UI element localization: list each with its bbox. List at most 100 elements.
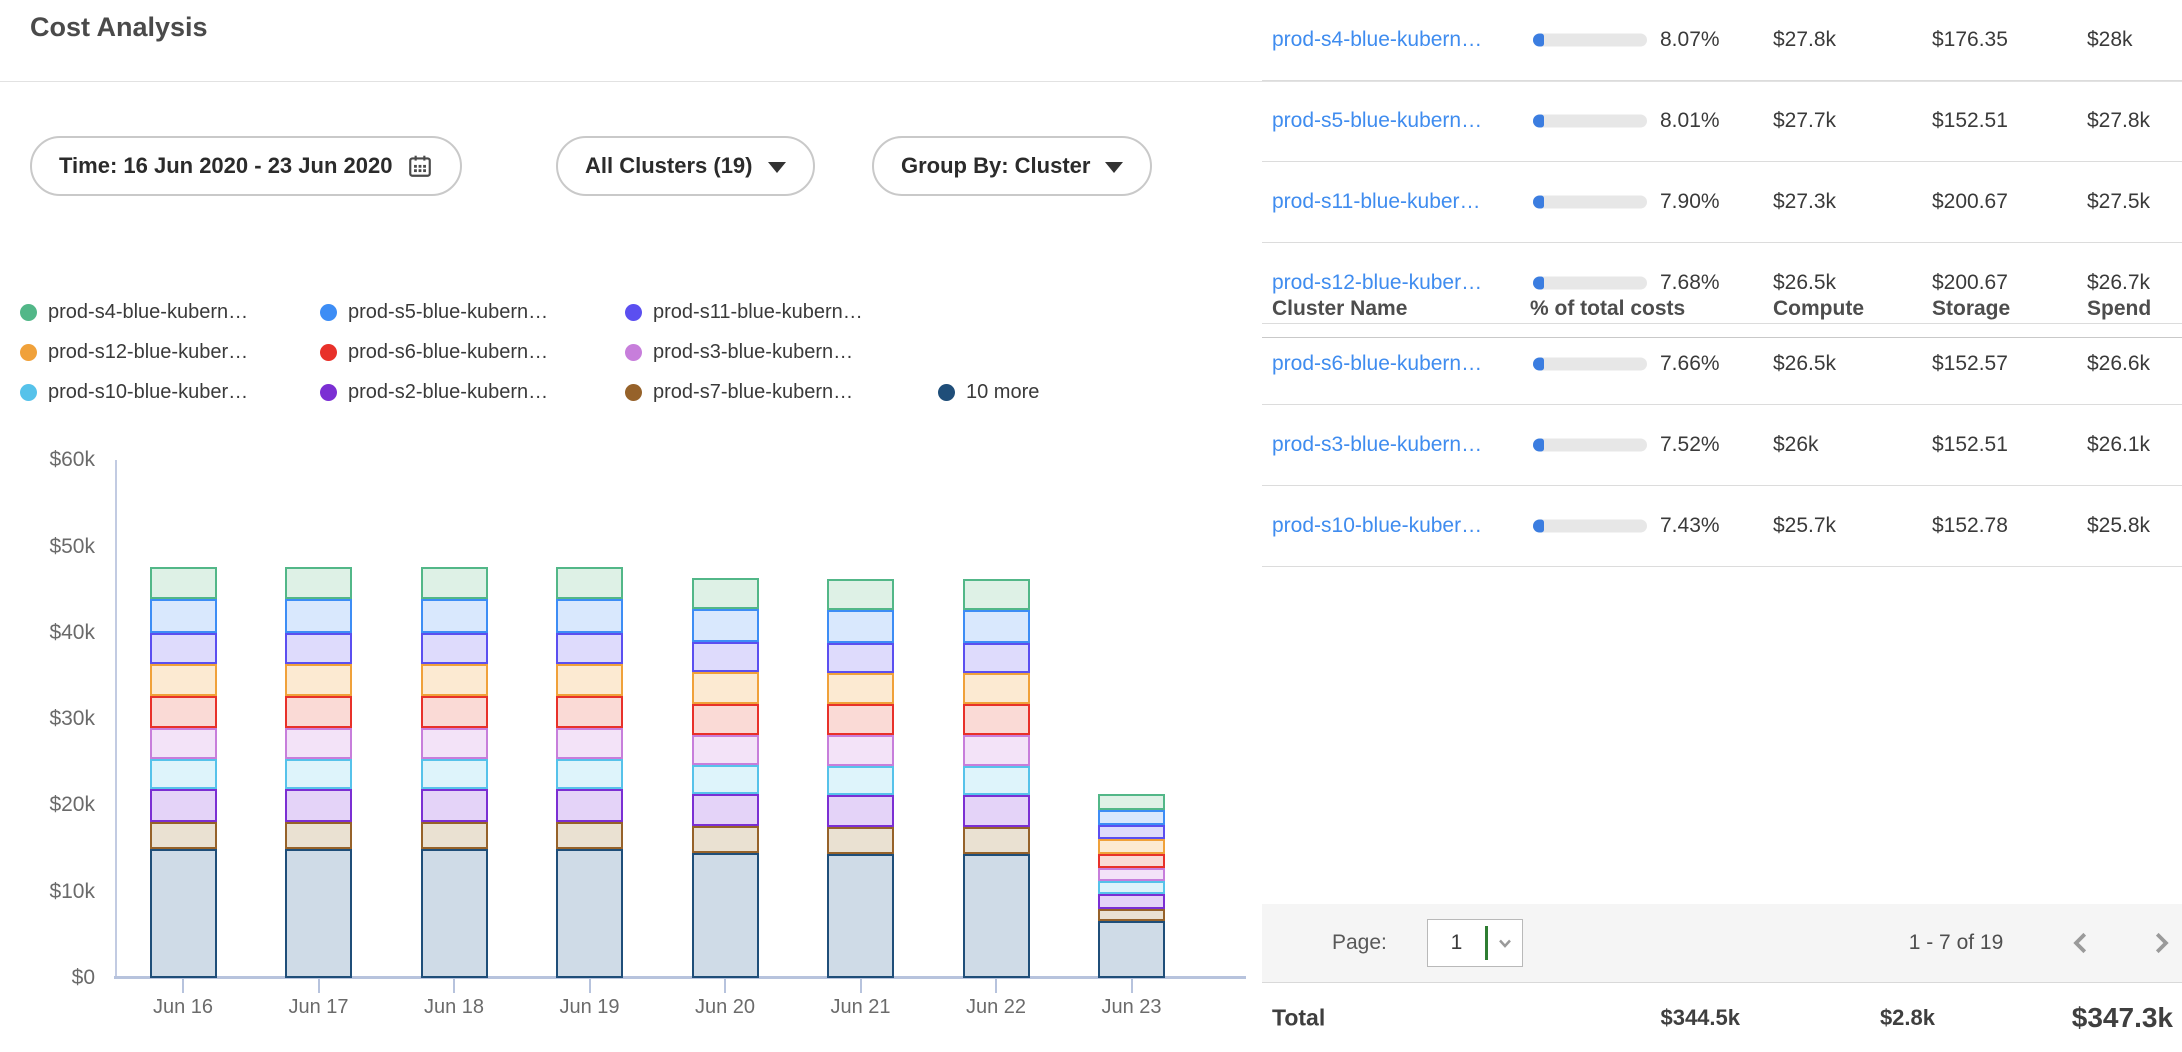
bar-segment[interactable] — [962, 795, 1030, 827]
bar-segment[interactable] — [1098, 839, 1165, 854]
bar-segment[interactable] — [1098, 825, 1165, 840]
bar-segment[interactable] — [827, 704, 894, 736]
bar-segment[interactable] — [420, 567, 488, 600]
cluster-link[interactable]: prod-s11-blue-kuber… — [1272, 190, 1481, 213]
bar-segment[interactable] — [691, 734, 759, 765]
bar-segment[interactable] — [691, 609, 759, 643]
cluster-link[interactable]: prod-s12-blue-kuber… — [1272, 271, 1483, 294]
cluster-link[interactable]: prod-s10-blue-kuber… — [1272, 514, 1483, 537]
prev-page-button[interactable] — [2062, 924, 2100, 962]
bar-segment[interactable] — [556, 695, 623, 728]
cluster-link[interactable]: prod-s6-blue-kubern… — [1272, 352, 1483, 375]
bar-segment[interactable] — [1098, 809, 1165, 826]
bar-segment[interactable] — [962, 579, 1030, 611]
cluster-link[interactable]: prod-s4-blue-kubern… — [1272, 28, 1483, 51]
bar-segment[interactable] — [556, 567, 623, 600]
legend-item[interactable]: prod-s4-blue-kubern… — [20, 301, 320, 324]
bar-segment[interactable] — [149, 789, 217, 822]
bar-segment[interactable] — [420, 758, 488, 789]
bar-segment[interactable] — [827, 826, 894, 854]
bar-segment[interactable] — [691, 826, 759, 853]
legend-item[interactable]: prod-s3-blue-kubern… — [625, 341, 938, 364]
cluster-link[interactable]: prod-s5-blue-kubern… — [1272, 109, 1483, 132]
bar-segment[interactable] — [962, 610, 1030, 644]
bar-segment[interactable] — [420, 849, 488, 978]
bar-segment[interactable] — [285, 663, 352, 696]
legend-item[interactable]: prod-s5-blue-kubern… — [320, 301, 625, 324]
bar-segment[interactable] — [149, 849, 217, 978]
legend-item[interactable]: prod-s2-blue-kubern… — [320, 381, 625, 404]
legend-item[interactable]: prod-s11-blue-kubern… — [625, 301, 938, 324]
bar-segment[interactable] — [149, 663, 217, 696]
bar-segment[interactable] — [691, 852, 759, 978]
bar-segment[interactable] — [691, 642, 759, 673]
bar-segment[interactable] — [420, 632, 488, 664]
legend-item[interactable]: prod-s12-blue-kuber… — [20, 341, 320, 364]
bar-segment[interactable] — [962, 826, 1030, 854]
bar-segment[interactable] — [962, 765, 1030, 796]
bar-segment[interactable] — [1098, 908, 1165, 922]
bar-segment[interactable] — [420, 727, 488, 759]
bar-segment[interactable] — [556, 849, 623, 978]
bar-segment[interactable] — [149, 821, 217, 850]
bar-segment[interactable] — [556, 789, 623, 822]
bar-segment[interactable] — [420, 599, 488, 633]
bar-segment[interactable] — [827, 853, 894, 978]
bar-segment[interactable] — [285, 599, 352, 633]
bar-segment[interactable] — [149, 727, 217, 759]
bar-segment[interactable] — [1098, 794, 1165, 810]
cluster-link[interactable]: prod-s3-blue-kubern… — [1272, 433, 1483, 456]
bar-segment[interactable] — [285, 567, 352, 600]
bar-segment[interactable] — [691, 577, 759, 610]
bar-segment[interactable] — [285, 821, 352, 850]
bar-segment[interactable] — [149, 632, 217, 664]
bar-segment[interactable] — [556, 727, 623, 759]
bar-segment[interactable] — [1098, 894, 1165, 909]
bar-segment[interactable] — [420, 821, 488, 850]
bar-segment[interactable] — [285, 727, 352, 759]
bar-segment[interactable] — [420, 663, 488, 696]
legend-item[interactable]: prod-s10-blue-kuber… — [20, 381, 320, 404]
bar-segment[interactable] — [1098, 921, 1165, 978]
bar-segment[interactable] — [962, 643, 1030, 674]
bar-segment[interactable] — [1098, 853, 1165, 868]
bar-segment[interactable] — [962, 735, 1030, 766]
bar-segment[interactable] — [827, 610, 894, 644]
bar-segment[interactable] — [285, 632, 352, 664]
clusters-filter-button[interactable]: All Clusters (19) — [556, 136, 815, 196]
bar-segment[interactable] — [556, 663, 623, 696]
bar-segment[interactable] — [827, 735, 894, 766]
bar-segment[interactable] — [556, 821, 623, 850]
legend-item[interactable]: 10 more — [938, 381, 1039, 404]
bar-segment[interactable] — [149, 567, 217, 600]
bar-segment[interactable] — [556, 599, 623, 633]
bar-segment[interactable] — [962, 673, 1030, 705]
bar-segment[interactable] — [556, 632, 623, 664]
next-page-button[interactable] — [2142, 924, 2180, 962]
bar-segment[interactable] — [149, 599, 217, 633]
bar-segment[interactable] — [691, 764, 759, 795]
time-range-filter-button[interactable]: Time: 16 Jun 2020 - 23 Jun 2020 — [30, 136, 463, 196]
legend-item[interactable]: prod-s6-blue-kubern… — [320, 341, 625, 364]
bar-segment[interactable] — [827, 765, 894, 796]
bar-segment[interactable] — [149, 758, 217, 789]
bar-segment[interactable] — [149, 695, 217, 728]
bar-segment[interactable] — [962, 853, 1030, 978]
page-select[interactable]: 1 — [1427, 919, 1523, 967]
bar-segment[interactable] — [1098, 881, 1165, 895]
bar-segment[interactable] — [285, 789, 352, 822]
bar-segment[interactable] — [962, 704, 1030, 736]
bar-segment[interactable] — [420, 789, 488, 822]
bar-segment[interactable] — [827, 643, 894, 674]
bar-segment[interactable] — [691, 672, 759, 704]
bar-segment[interactable] — [420, 695, 488, 728]
bar-segment[interactable] — [827, 795, 894, 827]
bar-segment[interactable] — [827, 673, 894, 705]
bar-segment[interactable] — [691, 794, 759, 827]
legend-item[interactable]: prod-s7-blue-kubern… — [625, 381, 938, 404]
group-by-filter-button[interactable]: Group By: Cluster — [872, 136, 1153, 196]
bar-segment[interactable] — [556, 758, 623, 789]
bar-segment[interactable] — [285, 695, 352, 728]
bar-segment[interactable] — [691, 703, 759, 735]
bar-segment[interactable] — [285, 849, 352, 978]
